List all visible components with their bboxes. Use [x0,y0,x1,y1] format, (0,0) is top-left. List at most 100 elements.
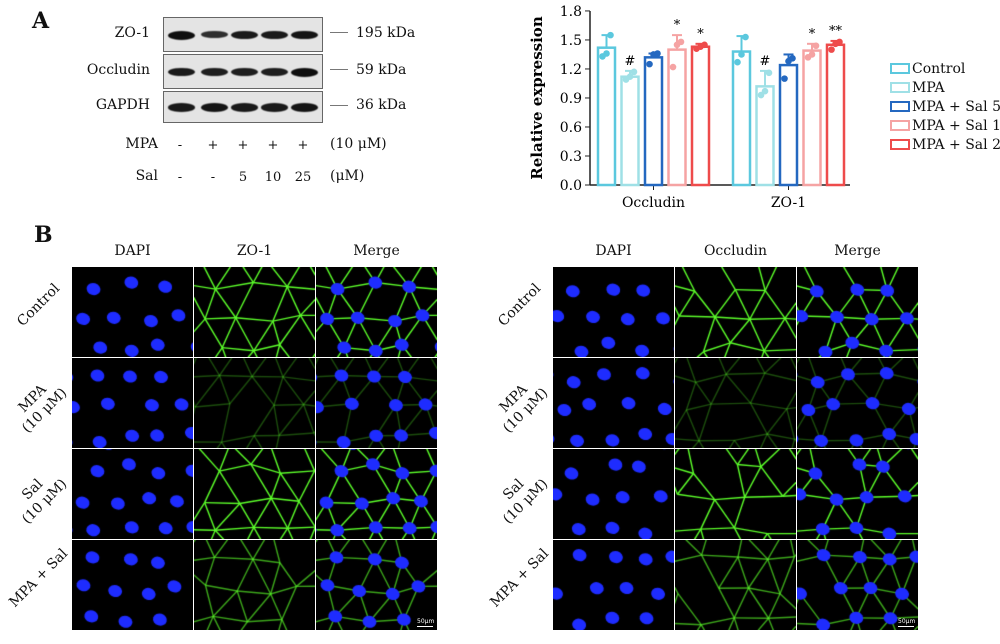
legend-item: MPA + Sal 5 μM [890,99,1000,115]
column-header: Merge [353,243,400,259]
condition-unit: (μM) [330,168,365,184]
micrograph-right-dapi [553,358,674,448]
band [168,30,195,40]
significance-label: # [625,54,636,69]
band [231,30,258,40]
data-point [836,38,843,46]
micrograph-left-marker [194,358,315,448]
scale-bar-line [417,626,433,627]
row-label-line: Control [14,280,64,330]
bar [755,85,775,187]
blot-label: ZO-1 [114,24,150,41]
lane-value: 10 [264,170,282,185]
micrograph-right-merge [797,540,918,630]
scale-bar-label: 50μm [417,618,435,625]
data-point [808,51,816,58]
micrograph-right-dapi [553,449,674,539]
legend-label: MPA + Sal 25 μM [912,137,1000,153]
column-header: DAPI [114,243,151,259]
legend-label: Control [912,61,966,77]
band [291,30,318,40]
band [168,67,195,77]
legend-label: MPA [912,80,945,96]
band [261,103,288,112]
y-tick-label: 0.0 [560,178,582,194]
micrograph-right-dapi [553,540,674,630]
row-label-line: Control [495,280,545,330]
data-point [828,46,835,53]
row-label-line: MPA + Sal [6,545,72,611]
micrograph-left-dapi [72,358,193,448]
lane-value: + [267,138,279,153]
data-point [654,50,661,57]
data-point [765,69,773,77]
significance-label: ** [829,24,843,39]
micrograph-left-marker [194,267,315,357]
y-tick-label: 0.9 [560,91,582,107]
bar [778,63,799,187]
panel-a-letter: A [32,8,50,34]
column-header: ZO-1 [236,243,273,259]
legend-item: Control [890,61,965,77]
condition-label: Sal [135,168,158,184]
micrograph-right-merge [797,358,918,448]
micrograph-left-merge [316,540,437,630]
band [201,30,228,39]
data-point [603,50,610,57]
column-header: Occludin [703,243,768,259]
legend-swatch [890,101,910,112]
lane-value: - [210,170,216,185]
band [261,30,288,40]
significance-label: # [760,54,771,69]
micrograph-left-dapi [72,540,193,630]
lane-value: + [237,138,249,153]
lane-value: 25 [294,170,312,185]
bar [596,46,617,187]
y-tick-label: 0.3 [560,149,582,165]
bar [667,48,687,187]
bar-chart: 0.0 0.3 0.6 0.9 1.2 1.5 1.8 Relative expression… [528,4,850,211]
scale-bar: 50μm [898,618,915,627]
row-label: Control [482,268,558,344]
band [291,67,318,77]
significance-label: * [809,27,816,42]
data-point [701,41,708,49]
lane-value: + [297,138,309,153]
kda-marker: 195 kDa [330,25,415,41]
lane-value: + [207,138,219,153]
micrograph-right-dapi [553,267,674,357]
micrograph-right-marker [675,540,796,630]
band [201,103,228,112]
y-axis-label: Relative expression [528,16,546,180]
micrograph-left-merge [316,358,437,448]
x-tick-label: Occludin [622,195,685,211]
kda-marker: 36 kDa [330,97,406,113]
micrograph-left-marker [194,540,315,630]
legend-label: MPA + Sal 5 μM [912,99,1000,115]
micrograph-right-merge [797,267,918,357]
micrograph-right-marker [675,267,796,357]
legend-swatch [890,120,910,131]
micrograph-left-merge [316,267,437,357]
micrograph-right-merge [797,449,918,539]
band [231,103,258,112]
blot-1 [163,54,323,89]
blot-label: GAPDH [95,97,150,113]
legend-swatch [890,139,910,150]
data-point [738,51,745,58]
micrograph-right-marker [675,358,796,448]
row-label-line: MPA + Sal [487,545,553,611]
legend-label: MPA + Sal 10 μM [912,118,1000,134]
band [231,67,258,76]
data-point [761,87,769,95]
bar [825,43,846,187]
legend-swatch [890,63,910,74]
bar [690,45,711,187]
micrograph-left-marker [194,449,315,539]
column-header: DAPI [595,243,632,259]
row-label: MPA (10 μM) [476,361,564,449]
data-point [630,68,638,76]
y-tick-label: 1.2 [560,62,582,78]
row-label: MPA (10 μM) [0,361,83,449]
blot-0 [163,17,323,52]
